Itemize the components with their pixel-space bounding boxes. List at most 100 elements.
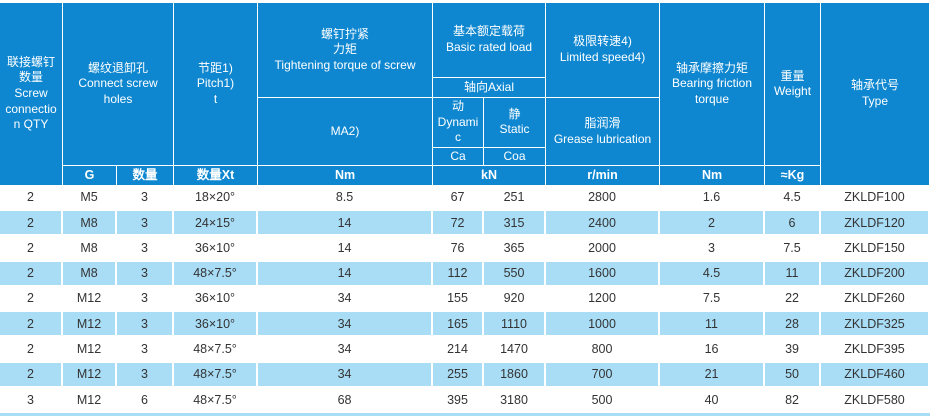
cell-screw-qty: 2 bbox=[0, 286, 63, 313]
cell-friction-nm: 3 bbox=[660, 236, 766, 262]
cell-ma2-nm: 34 bbox=[258, 312, 434, 338]
unit-nm-torque: Nm bbox=[258, 166, 434, 186]
unit-rpm: r/min bbox=[546, 166, 661, 186]
cell-ma2-nm: 14 bbox=[258, 236, 434, 262]
cell-friction-nm: 1.6 bbox=[660, 185, 766, 211]
cell-screw-qty: 2 bbox=[0, 210, 63, 237]
cell-type: ZKLDF460 bbox=[821, 362, 930, 388]
cell-type: ZKLDF150 bbox=[821, 236, 930, 262]
cell-g: M8 bbox=[63, 261, 117, 287]
cell-weight-kg: 6 bbox=[765, 210, 822, 237]
cell-g: M12 bbox=[63, 286, 117, 313]
header-grease-lubrication: 脂润滑 Grease lubrication bbox=[546, 98, 661, 167]
cell-holes-qty: 3 bbox=[117, 236, 175, 262]
header-bearing-friction-torque: 轴承摩擦力矩Bearing friction torque bbox=[660, 3, 766, 167]
cell-g: M5 bbox=[63, 185, 117, 211]
header-dynamic: 动 Dynamic bbox=[433, 98, 485, 148]
header-coa: Coa bbox=[484, 147, 547, 167]
cell-friction-nm: 16 bbox=[660, 337, 766, 363]
unit-nm-friction: Nm bbox=[660, 166, 766, 186]
cell-holes-qty: 3 bbox=[117, 337, 175, 363]
cell-pitch-xt: 18×20° bbox=[174, 185, 259, 211]
cell-g: M12 bbox=[63, 362, 117, 388]
cell-ma2-nm: 34 bbox=[258, 337, 434, 363]
cell-speed: 1600 bbox=[546, 261, 661, 287]
cell-holes-qty: 3 bbox=[117, 185, 175, 211]
header-limited-speed: 极限转速4) Limited speed4) bbox=[546, 3, 661, 98]
cell-ca: 72 bbox=[433, 210, 485, 237]
cell-ca: 112 bbox=[433, 261, 485, 287]
cell-g: M8 bbox=[63, 210, 117, 237]
header-ma2: MA2) bbox=[258, 98, 434, 167]
unit-kn: kN bbox=[433, 166, 547, 186]
table-row: 2 M12 3 48×7.5° 34 255 1860 700 21 50 ZKLDF460 bbox=[0, 362, 930, 388]
table-row: 2 M5 3 18×20° 8.5 67 251 2800 1.6 4.5 ZKLDF100 bbox=[0, 185, 930, 211]
cell-friction-nm: 4.5 bbox=[660, 261, 766, 287]
cell-holes-qty: 3 bbox=[117, 261, 175, 287]
table-row: 2 M12 3 36×10° 34 155 920 1200 7.5 22 ZKLDF260 bbox=[0, 286, 930, 313]
unit-holes-qty: 数量 bbox=[117, 166, 175, 186]
cell-screw-qty: 2 bbox=[0, 312, 63, 338]
cell-pitch-xt: 24×15° bbox=[174, 210, 259, 237]
cell-coa: 920 bbox=[484, 286, 547, 313]
table-body: 2 M5 3 18×20° 8.5 67 251 2800 1.6 4.5 ZKLDF100 2 M8 3… bbox=[0, 185, 930, 414]
cell-ca: 67 bbox=[433, 185, 485, 211]
cell-weight-kg: 39 bbox=[765, 337, 822, 363]
cell-coa: 1470 bbox=[484, 337, 547, 363]
cell-speed: 800 bbox=[546, 337, 661, 363]
cell-coa: 1110 bbox=[484, 312, 547, 338]
cell-weight-kg: 11 bbox=[765, 261, 822, 287]
cell-holes-qty: 3 bbox=[117, 286, 175, 313]
cell-ma2-nm: 34 bbox=[258, 286, 434, 313]
cell-ca: 155 bbox=[433, 286, 485, 313]
units-row: G 数量 数量Xt Nm kN r/min Nm ≈Kg bbox=[0, 166, 930, 186]
header-axial: 轴向Axial bbox=[433, 78, 547, 98]
cell-coa: 1860 bbox=[484, 362, 547, 388]
cell-friction-nm: 2 bbox=[660, 210, 766, 237]
cell-type: ZKLDF395 bbox=[821, 337, 930, 363]
header-ca: Ca bbox=[433, 147, 485, 167]
cell-g: M12 bbox=[63, 312, 117, 338]
header-basic-rated-load: 基本额定载荷 Basic rated load bbox=[433, 3, 547, 78]
cell-ca: 214 bbox=[433, 337, 485, 363]
table-row: 2 M8 3 48×7.5° 14 112 550 1600 4.5 11 ZKLDF200 bbox=[0, 261, 930, 287]
table-row: 2 M8 3 24×15° 14 72 315 2400 2 6 ZKLDF120 bbox=[0, 210, 930, 237]
table-header: 联接螺钉数量 Screw connection QTY 螺纹退卸孔 Connec… bbox=[0, 3, 930, 186]
cell-holes-qty: 3 bbox=[117, 312, 175, 338]
cell-speed: 2800 bbox=[546, 185, 661, 211]
table-row: 2 M12 3 48×7.5° 34 214 1470 800 16 39 ZKLDF395 bbox=[0, 337, 930, 363]
cell-speed: 1000 bbox=[546, 312, 661, 338]
cell-type: ZKLDF260 bbox=[821, 286, 930, 313]
cell-coa: 365 bbox=[484, 236, 547, 262]
cell-holes-qty: 3 bbox=[117, 210, 175, 237]
cell-pitch-xt: 36×10° bbox=[174, 286, 259, 313]
header-screw-connection-qty: 联接螺钉数量 Screw connection QTY bbox=[0, 3, 63, 186]
table-row: 2 M8 3 36×10° 14 76 365 2000 3 7.5 ZKLDF150 bbox=[0, 236, 930, 262]
cell-weight-kg: 4.5 bbox=[765, 185, 822, 211]
table-row: 2 M12 3 36×10° 34 165 1110 1000 11 28 ZKLDF325 bbox=[0, 312, 930, 338]
cell-type: ZKLDF200 bbox=[821, 261, 930, 287]
cell-coa: 315 bbox=[484, 210, 547, 237]
header-type: 轴承代号 Type bbox=[821, 3, 930, 186]
cell-speed: 700 bbox=[546, 362, 661, 388]
cell-coa: 550 bbox=[484, 261, 547, 287]
cell-pitch-xt: 48×7.5° bbox=[174, 362, 259, 388]
bearing-spec-table: 联接螺钉数量 Screw connection QTY 螺纹退卸孔 Connec… bbox=[0, 3, 930, 414]
cell-ca: 255 bbox=[433, 362, 485, 388]
cell-ca: 76 bbox=[433, 236, 485, 262]
header-pitch: 节距1) Pitch1) t bbox=[174, 3, 259, 167]
cell-ca: 165 bbox=[433, 312, 485, 338]
cell-weight-kg: 28 bbox=[765, 312, 822, 338]
header-tightening-torque: 螺钉拧紧 力矩 Tightening torque of screw bbox=[258, 3, 434, 98]
cell-speed: 2000 bbox=[546, 236, 661, 262]
cell-pitch-xt: 48×7.5° bbox=[174, 337, 259, 363]
cell-type: ZKLDF100 bbox=[821, 185, 930, 211]
cell-pitch-xt: 36×10° bbox=[174, 312, 259, 338]
cell-g: M8 bbox=[63, 236, 117, 262]
cell-type: ZKLDF325 bbox=[821, 312, 930, 338]
cell-speed: 1200 bbox=[546, 286, 661, 313]
cell-friction-nm: 21 bbox=[660, 362, 766, 388]
cell-ma2-nm: 34 bbox=[258, 362, 434, 388]
cell-g: M12 bbox=[63, 337, 117, 363]
